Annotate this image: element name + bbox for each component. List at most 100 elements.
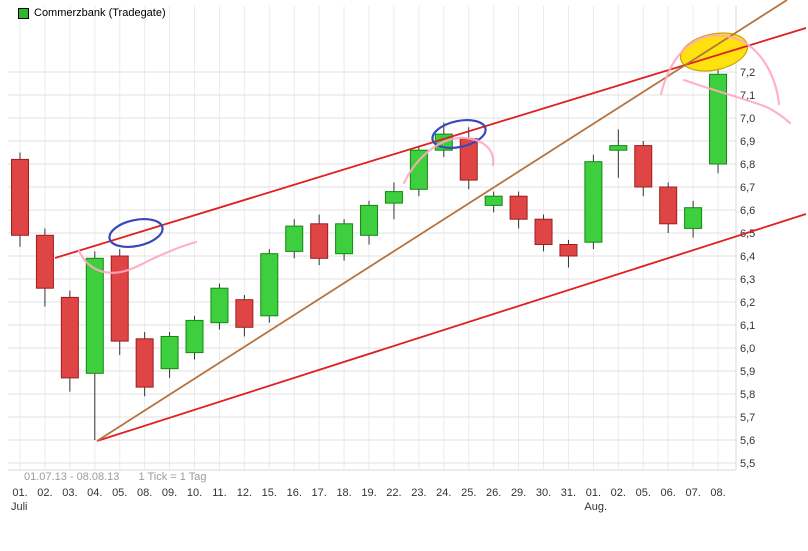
freehand-annotation[interactable] [682, 78, 792, 125]
x-axis-label: 12. [237, 487, 252, 499]
candle-01.-0 [11, 152, 29, 247]
candle-body [534, 218, 553, 245]
series-color-swatch [18, 7, 29, 19]
candle-23.-16 [409, 145, 428, 197]
candle-17.-12 [310, 214, 329, 266]
candle-07.-27 [684, 200, 703, 238]
candle-04.-3 [85, 251, 104, 440]
y-axis-label: 6,4 [740, 251, 755, 263]
x-axis-label: 10. [187, 487, 202, 499]
candle-body [85, 257, 104, 374]
x-axis-label: 07. [685, 487, 700, 499]
y-axis-label: 5,8 [740, 389, 755, 401]
y-axis-label: 6,2 [740, 297, 755, 309]
candle-08.-5 [135, 331, 154, 397]
candle-body [659, 186, 678, 225]
month-label: Aug. [584, 501, 607, 513]
chart-footer: 01.07.13 - 08.08.13 1 Tick = 1 Tag [24, 471, 206, 483]
x-axis-label: 29. [511, 487, 526, 499]
x-axis-label: 02. [37, 487, 52, 499]
candle-06.-26 [659, 182, 678, 233]
steep-trend-line[interactable] [96, 0, 788, 442]
freehand-annotation[interactable] [659, 34, 781, 106]
candle-body [584, 161, 603, 243]
candle-body [310, 223, 329, 259]
candle-05.-4 [110, 249, 129, 355]
candle-body [110, 255, 129, 342]
x-axis-label: 02. [611, 487, 626, 499]
x-axis-label: 01. [12, 487, 27, 499]
candle-26.-19 [484, 191, 503, 213]
x-axis-label: 26. [486, 487, 501, 499]
candle-09.-6 [160, 331, 179, 378]
x-axis-label: 25. [461, 487, 476, 499]
candle-16.-11 [285, 219, 304, 259]
candle-body [11, 158, 29, 236]
candle-body [634, 145, 653, 188]
candle-body [360, 204, 379, 236]
candle-body [235, 299, 254, 328]
y-axis-label: 6,9 [740, 136, 755, 148]
legend: Commerzbank (Tradegate) [18, 7, 166, 19]
y-axis-label: 6,6 [740, 205, 755, 217]
y-axis-label: 6,3 [740, 274, 755, 286]
x-axis-label: 05. [636, 487, 651, 499]
candle-29.-20 [509, 191, 528, 229]
x-axis-label: 05. [112, 487, 127, 499]
candle-31.-22 [559, 239, 578, 268]
x-axis-label: 06. [661, 487, 676, 499]
x-axis-label: 08. [710, 487, 725, 499]
candle-18.-13 [335, 219, 354, 261]
candle-02.-1 [35, 228, 54, 307]
candle-body [210, 287, 229, 324]
x-axis-label: 19. [361, 487, 376, 499]
candle-body [160, 336, 179, 370]
candle-30.-21 [534, 214, 553, 252]
x-axis-label: 09. [162, 487, 177, 499]
candle-22.-15 [384, 182, 403, 220]
candle-03.-2 [60, 290, 79, 392]
x-axis-label: 04. [87, 487, 102, 499]
x-axis-label: 23. [411, 487, 426, 499]
x-axis-label: 31. [561, 487, 576, 499]
candle-body [709, 73, 728, 165]
candle-19.-14 [360, 200, 379, 245]
y-axis-label: 7,2 [740, 67, 755, 79]
candle-body [35, 234, 54, 289]
lower-channel-line[interactable] [96, 213, 807, 442]
x-axis-label: 22. [386, 487, 401, 499]
candle-body [260, 253, 279, 317]
breakout-circle-1[interactable] [107, 215, 165, 252]
candle-12.-9 [235, 295, 254, 337]
x-axis-label: 24. [436, 487, 451, 499]
candle-05.-25 [634, 141, 653, 197]
x-axis-label: 03. [62, 487, 77, 499]
date-range-label: 01.07.13 - 08.08.13 [24, 471, 120, 483]
candle-02.-24 [609, 129, 628, 178]
candle-body [285, 225, 304, 252]
y-axis-label: 7,0 [740, 113, 755, 125]
freehand-annotation[interactable] [402, 136, 495, 185]
candle-body [185, 319, 204, 354]
y-axis-label: 6,0 [740, 343, 755, 355]
x-axis-label: 15. [262, 487, 277, 499]
y-axis-label: 6,1 [740, 320, 755, 332]
candle-15.-10 [260, 249, 279, 323]
breakout-circle-2[interactable] [430, 116, 488, 153]
candle-body [509, 195, 528, 220]
candle-body [384, 191, 403, 204]
candle-01.-23 [584, 154, 603, 250]
x-axis-label: 17. [312, 487, 327, 499]
upper-channel-line[interactable] [54, 27, 807, 259]
tick-interval-label: 1 Tick = 1 Tag [138, 471, 207, 483]
y-axis-label: 6,8 [740, 159, 755, 171]
freehand-annotation[interactable] [77, 240, 198, 274]
y-axis-label: 5,9 [740, 366, 755, 378]
x-axis-label: 16. [287, 487, 302, 499]
candle-body [559, 244, 578, 257]
candle-10.-7 [185, 315, 204, 360]
month-label: Juli [11, 501, 28, 513]
x-axis-label: 01. [586, 487, 601, 499]
